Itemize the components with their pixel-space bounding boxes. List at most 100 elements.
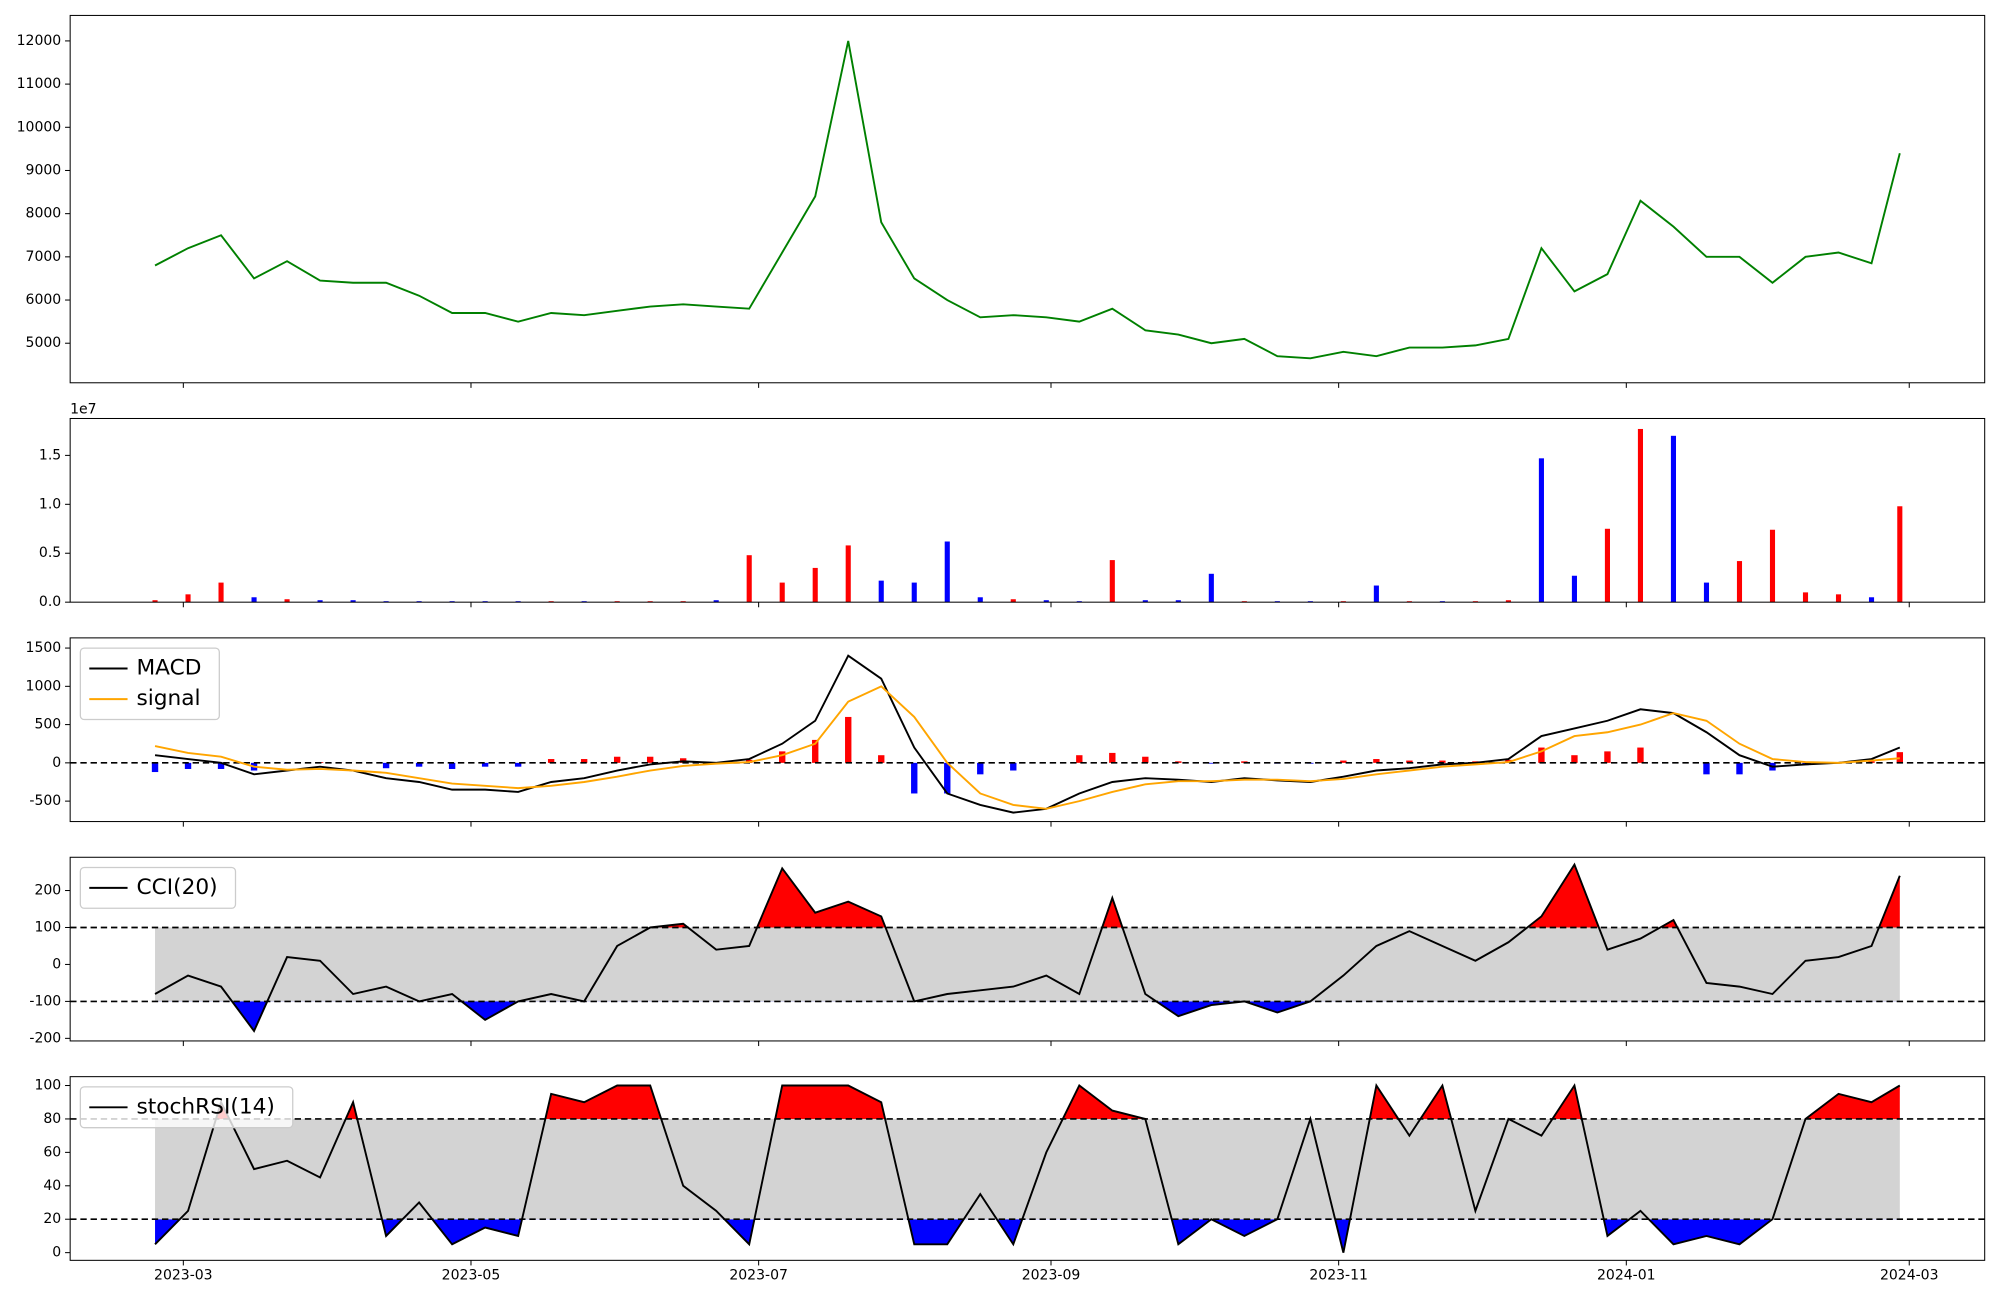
volume-bar: [1043, 600, 1049, 603]
y-tick-label: 7000: [26, 249, 62, 265]
volume-bar: [1703, 582, 1710, 603]
volume-bar: [1670, 435, 1677, 603]
y-tick-label: 0: [52, 956, 61, 972]
volume-bar: [977, 597, 983, 603]
x-tick-label: 2023-07: [729, 1268, 788, 1284]
y-tick-label: 10000: [17, 119, 62, 135]
volume-bar: [152, 600, 158, 603]
y-tick-label: 6000: [26, 292, 62, 308]
volume-bar: [218, 582, 224, 603]
volume-bar: [878, 580, 884, 603]
x-tick-label: 2023-03: [154, 1268, 213, 1284]
volume-bar: [911, 582, 917, 603]
series-line: [154, 862, 1901, 1033]
histogram-bar: [1604, 751, 1611, 763]
y-tick-label: 1000: [26, 678, 62, 694]
x-tick-label: 2023-11: [1309, 1268, 1368, 1284]
histogram-bar: [217, 762, 225, 769]
y-tick-label: 12000: [17, 33, 62, 49]
histogram-bar: [1373, 759, 1380, 763]
volume-bar: [812, 567, 818, 603]
y-tick-label: 5000: [26, 335, 62, 351]
histogram-bar: [1208, 762, 1215, 764]
histogram-bar: [1076, 755, 1083, 763]
plot-area: [70, 654, 1985, 814]
volume-bar: [350, 600, 356, 603]
legend-box: [79, 1086, 294, 1129]
panel: -500 0 500 1000 1500 MACD signal: [26, 637, 1986, 827]
panel-frame: [69, 14, 1986, 384]
histogram-bar: [1538, 747, 1545, 763]
volume-bar: [1604, 528, 1610, 603]
volume-bar: [1802, 592, 1809, 603]
volume-bar: [1505, 600, 1511, 603]
y-tick-label: 8000: [26, 206, 62, 222]
panel-frame: [69, 417, 1986, 603]
volume-bar: [1109, 560, 1115, 603]
volume-bar: [1010, 599, 1016, 603]
x-tick-label: 2024-03: [1880, 1268, 1939, 1284]
histogram-bar: [1896, 752, 1904, 763]
y-tick-label: 20: [43, 1211, 61, 1227]
x-tick-label: 2023-05: [442, 1268, 501, 1284]
histogram-bar: [1736, 762, 1743, 775]
histogram-bar: [1109, 752, 1116, 763]
y-tick-label: 40: [43, 1178, 61, 1194]
y-tick-label: 0.0: [39, 594, 61, 610]
volume-bar: [1571, 575, 1577, 603]
histogram-bar: [580, 759, 588, 763]
band-fill: [155, 927, 1900, 1002]
histogram-bar: [481, 762, 489, 767]
histogram-bar: [514, 762, 522, 767]
y-tick-label: 0: [52, 1245, 61, 1261]
panel: 0 20 40 60 80 100 stochRSI(14) 2023-03 2023-05 20…: [34, 1076, 1986, 1284]
series-line: [154, 685, 1900, 810]
y-tick-label: 0: [52, 755, 61, 771]
panel-frame: [69, 637, 1986, 823]
legend-label: MACD: [136, 655, 201, 680]
histogram-bar: [151, 762, 159, 773]
histogram-bar: [911, 762, 918, 794]
overbought-fill: [155, 1085, 1900, 1119]
histogram-bar: [646, 756, 654, 763]
histogram-bar: [1340, 760, 1347, 763]
volume-bar: [1373, 585, 1379, 603]
plot-area: [152, 428, 1903, 603]
histogram-bar: [1010, 762, 1017, 771]
series-line: [154, 654, 1901, 814]
histogram-bar: [1637, 747, 1644, 763]
histogram-bar: [779, 751, 786, 763]
volume-bar: [779, 582, 785, 603]
legend: stochRSI(14): [79, 1086, 294, 1129]
volume-bar: [251, 597, 257, 603]
y-tick-label: -200: [29, 1030, 61, 1046]
y-tick-label: 1500: [26, 640, 62, 656]
histogram-bar: [1703, 762, 1710, 775]
volume-bar: [1897, 506, 1903, 603]
panel-frame: [69, 856, 1986, 1042]
y-tick-label: 200: [34, 883, 61, 899]
volume-bar: [1175, 600, 1181, 603]
histogram-bar: [1439, 760, 1446, 763]
legend-box: [79, 647, 220, 721]
histogram-bar: [977, 762, 984, 775]
histogram-bar: [547, 759, 555, 763]
volume-bar: [1868, 597, 1875, 603]
oversold-fill: [155, 1219, 1773, 1253]
volume-bar: [1736, 561, 1743, 603]
histogram-bar: [415, 762, 423, 767]
volume-bar: [317, 600, 323, 603]
panel-frame: [69, 1076, 1986, 1261]
histogram-bar: [1406, 760, 1413, 763]
volume-bar: [746, 555, 752, 603]
panel: -200 -100 0 100 200 CCI(20): [29, 856, 1986, 1046]
volume-bar: [944, 541, 950, 603]
plot-area: [154, 40, 1901, 360]
x-tick-label: 2024-01: [1597, 1268, 1656, 1284]
legend: CCI(20): [79, 866, 237, 909]
volume-bar: [1835, 594, 1842, 603]
histogram-bar: [448, 762, 456, 769]
y-tick-label: -500: [29, 793, 61, 809]
volume-bar: [1538, 458, 1544, 603]
y-tick-label: 500: [34, 717, 61, 733]
